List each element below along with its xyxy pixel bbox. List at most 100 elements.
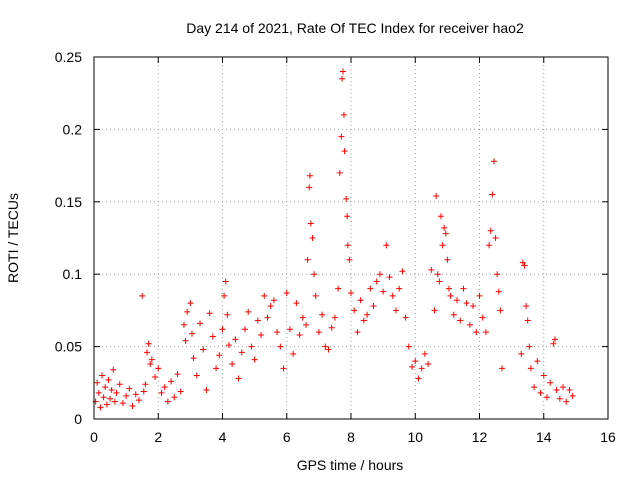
data-point	[113, 389, 120, 396]
y-tick-label: 0	[74, 411, 82, 427]
data-point	[307, 220, 314, 227]
data-point	[270, 297, 277, 304]
data-point	[206, 310, 213, 317]
data-point	[436, 278, 443, 285]
data-point	[147, 360, 154, 367]
data-point	[389, 292, 396, 299]
data-point	[441, 224, 448, 231]
data-point	[399, 268, 406, 275]
data-point	[560, 384, 567, 391]
data-point	[433, 193, 440, 200]
data-point	[322, 343, 329, 350]
data-point	[421, 350, 428, 357]
data-point	[354, 329, 361, 336]
data-point	[95, 389, 102, 396]
data-point	[445, 285, 452, 292]
data-point	[386, 274, 393, 281]
data-point	[521, 262, 528, 269]
data-point	[325, 346, 332, 353]
x-tick-label: 0	[90, 429, 98, 445]
data-point	[360, 317, 367, 324]
data-point	[466, 321, 473, 328]
data-point	[534, 358, 541, 365]
data-point	[425, 360, 432, 367]
data-point	[119, 400, 126, 407]
data-point	[540, 372, 547, 379]
data-point	[431, 307, 438, 314]
data-point	[476, 292, 483, 299]
data-point	[290, 350, 297, 357]
data-point	[418, 365, 425, 372]
data-point	[286, 326, 293, 333]
data-point	[103, 401, 110, 408]
data-point	[258, 332, 265, 339]
data-point	[277, 343, 284, 350]
data-point	[531, 384, 538, 391]
data-point	[492, 235, 499, 241]
data-point	[450, 311, 457, 318]
data-point	[494, 271, 501, 278]
data-point	[280, 365, 287, 372]
data-point	[428, 266, 435, 273]
data-point	[190, 355, 197, 362]
data-point	[241, 326, 248, 333]
data-point	[193, 372, 200, 379]
axis-ticks: 0 2 4 6 8 10 12 14 16 0 0.05 0.1 0.15 0.2 0.25	[55, 49, 616, 445]
data-point	[553, 387, 560, 394]
data-point	[135, 397, 142, 404]
data-point	[343, 195, 350, 202]
data-point	[550, 340, 557, 347]
data-point	[283, 290, 290, 297]
data-point	[274, 329, 281, 336]
data-point	[551, 336, 558, 343]
data-point	[470, 303, 477, 310]
data-point	[457, 317, 464, 324]
data-point	[460, 285, 467, 292]
data-point	[180, 321, 187, 328]
data-point	[144, 349, 151, 356]
data-point	[331, 314, 338, 321]
data-point	[566, 387, 573, 394]
data-point	[94, 379, 101, 386]
data-point	[174, 371, 181, 378]
data-point	[344, 213, 351, 220]
data-point	[479, 314, 486, 321]
data-point	[341, 148, 348, 155]
data-point	[168, 378, 175, 385]
data-point	[495, 288, 502, 295]
data-point	[299, 314, 306, 321]
data-point	[126, 385, 133, 392]
x-tick-label: 4	[219, 429, 227, 445]
data-point	[344, 242, 351, 249]
data-point	[306, 172, 313, 179]
data-point	[97, 404, 104, 411]
data-point	[489, 191, 496, 198]
data-point	[184, 308, 191, 315]
data-point	[213, 365, 220, 372]
data-point	[338, 133, 345, 140]
data-point	[518, 350, 525, 357]
data-point	[367, 285, 374, 292]
x-tick-label: 6	[283, 429, 291, 445]
data-point	[328, 324, 335, 331]
x-tick-label: 14	[536, 429, 552, 445]
data-point	[447, 292, 454, 299]
data-point	[132, 391, 139, 398]
data-point	[319, 311, 326, 318]
data-point	[497, 307, 504, 314]
data-point	[164, 398, 171, 405]
data-point	[364, 311, 371, 318]
data-point	[229, 360, 236, 367]
data-point	[267, 303, 274, 310]
y-tick-label: 0.05	[55, 339, 82, 355]
data-point	[415, 375, 422, 382]
y-axis-label: ROTI / TECUs	[5, 193, 21, 283]
data-point	[486, 242, 493, 249]
x-tick-label: 10	[407, 429, 423, 445]
data-point	[357, 297, 364, 304]
data-point	[335, 285, 342, 292]
x-tick-label: 16	[600, 429, 616, 445]
data-point	[188, 330, 195, 337]
data-point	[100, 394, 107, 401]
